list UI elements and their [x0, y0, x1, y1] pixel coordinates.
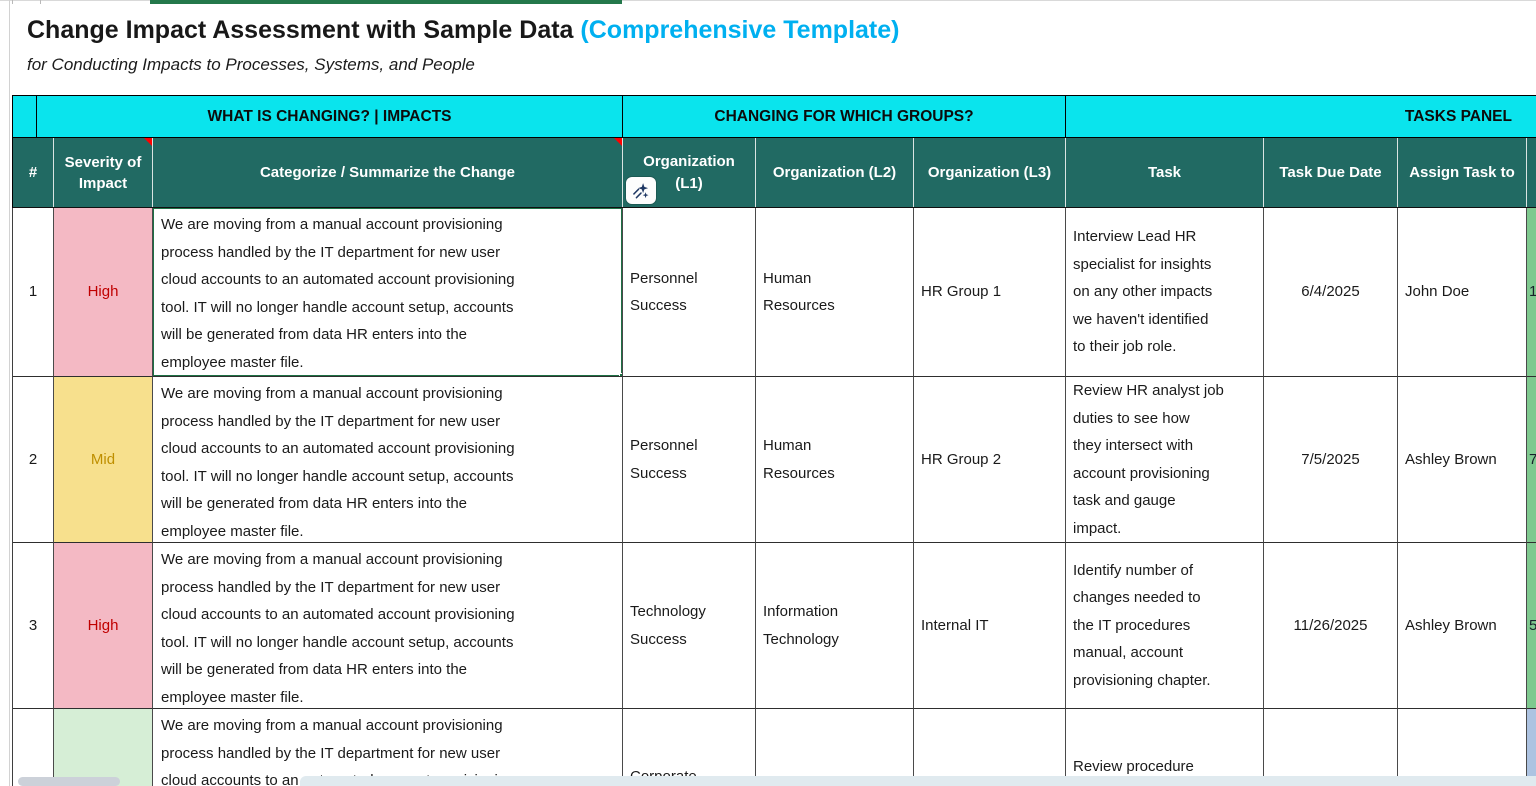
cell-due-date[interactable]: 11/26/2025 [1264, 543, 1398, 709]
table-row: 2 Mid We are moving from a manual accoun… [12, 377, 1536, 543]
col-header-severity-label: Severity of Impact [64, 153, 142, 192]
cell-task[interactable]: Review HR analyst job duties to see how … [1066, 377, 1264, 543]
cell-org-l1[interactable]: Personnel Success [623, 377, 756, 543]
band-cell-impacts[interactable]: WHAT IS CHANGING? | IMPACTS [37, 96, 623, 137]
cell-org-l2[interactable]: Human Resources [756, 208, 914, 377]
cell-due-date[interactable] [1264, 709, 1398, 786]
top-selection-edge [150, 0, 622, 4]
cell-task[interactable]: Identify number of changes needed to the… [1066, 543, 1264, 709]
cell-change-text: We are moving from a manual account prov… [161, 216, 515, 371]
cell-due-date[interactable]: 6/4/2025 [1264, 208, 1398, 377]
cell-due-date[interactable]: 7/5/2025 [1264, 377, 1398, 543]
band-cell-num[interactable] [13, 96, 37, 137]
sparkle-button[interactable] [626, 177, 656, 204]
table-row: We are moving from a manual account prov… [12, 709, 1536, 786]
band-row: WHAT IS CHANGING? | IMPACTS CHANGING FOR… [12, 95, 1536, 138]
col-header-assign[interactable]: Assign Task to [1398, 138, 1527, 207]
cell-org-l2[interactable] [756, 709, 914, 786]
cell-task[interactable]: Interview Lead HR specialist for insight… [1066, 208, 1264, 377]
cell-assign-to[interactable]: John Doe [1398, 208, 1527, 377]
band-cell-groups[interactable]: CHANGING FOR WHICH GROUPS? [623, 96, 1066, 137]
cell-task[interactable]: Review procedure [1066, 709, 1264, 786]
column-header-row: # Severity of Impact Categorize / Summar… [12, 138, 1536, 208]
col-header-severity[interactable]: Severity of Impact [54, 138, 153, 207]
cell-assign-to[interactable] [1398, 709, 1527, 786]
page-subtitle: for Conducting Impacts to Processes, Sys… [27, 55, 475, 74]
col-header-org-l1-line1: Organization [643, 153, 735, 170]
cell-severity[interactable]: Mid [54, 377, 153, 543]
band-cell-tasks-panel[interactable]: TASKS PANEL [1066, 96, 1536, 137]
cell-score[interactable]: 5 [1527, 543, 1536, 709]
cell-score[interactable] [1527, 709, 1536, 786]
scrollbar-thumb[interactable] [18, 777, 120, 786]
cell-org-l3[interactable]: Internal IT [914, 543, 1066, 709]
cell-change-summary[interactable]: We are moving from a manual account prov… [153, 709, 623, 786]
cell-org-l1[interactable]: Personnel Success [623, 208, 756, 377]
table-row: 3 High We are moving from a manual accou… [12, 543, 1536, 709]
left-margin-gridline [9, 0, 10, 786]
col-header-org-l1-line2: (L1) [675, 175, 703, 192]
top-gridline [0, 0, 1536, 1]
page-title-accent: (Comprehensive Template) [580, 16, 900, 44]
col-header-partial[interactable] [1527, 138, 1536, 207]
comment-indicator-icon [614, 138, 622, 146]
cell-change-summary[interactable]: We are moving from a manual account prov… [153, 543, 623, 709]
sparkle-icon [633, 182, 649, 198]
assessment-table: WHAT IS CHANGING? | IMPACTS CHANGING FOR… [12, 95, 1536, 786]
cell-assign-to[interactable]: Ashley Brown [1398, 543, 1527, 709]
cell-org-l3[interactable]: HR Group 1 [914, 208, 1066, 377]
col-header-change[interactable]: Categorize / Summarize the Change [153, 138, 623, 207]
cell-org-l3[interactable] [914, 709, 1066, 786]
cell-score[interactable]: 7 [1527, 377, 1536, 543]
scrollbar-track[interactable] [300, 776, 1536, 786]
cell-org-l2[interactable]: Information Technology [756, 543, 914, 709]
cell-row-number[interactable]: 2 [13, 377, 54, 543]
cell-org-l1[interactable]: Corporate [623, 709, 756, 786]
col-header-org-l2[interactable]: Organization (L2) [756, 138, 914, 207]
cell-org-l3[interactable]: HR Group 2 [914, 377, 1066, 543]
top-grid-tick [12, 0, 13, 4]
cell-severity[interactable] [54, 709, 153, 786]
cell-severity[interactable]: High [54, 543, 153, 709]
col-header-num[interactable]: # [13, 138, 54, 207]
col-header-org-l3[interactable]: Organization (L3) [914, 138, 1066, 207]
cell-org-l1[interactable]: Technology Success [623, 543, 756, 709]
cell-row-number[interactable]: 3 [13, 543, 54, 709]
cell-severity[interactable]: High [54, 208, 153, 377]
col-header-task[interactable]: Task [1066, 138, 1264, 207]
cell-org-l2[interactable]: Human Resources [756, 377, 914, 543]
page-title-main: Change Impact Assessment with Sample Dat… [27, 16, 574, 44]
col-header-org-l1[interactable]: Organization (L1) [623, 138, 756, 207]
cell-score[interactable]: 1 [1527, 208, 1536, 377]
table-row: 1 High We are moving from a manual accou… [12, 208, 1536, 377]
cell-row-number[interactable] [13, 709, 54, 786]
col-header-due-date[interactable]: Task Due Date [1264, 138, 1398, 207]
col-header-change-label: Categorize / Summarize the Change [259, 164, 516, 181]
cell-row-number[interactable]: 1 [13, 208, 54, 377]
cell-assign-to[interactable]: Ashley Brown [1398, 377, 1527, 543]
cell-change-summary[interactable]: We are moving from a manual account prov… [153, 377, 623, 543]
page-title: Change Impact Assessment with Sample Dat… [27, 16, 899, 45]
comment-indicator-icon [144, 138, 152, 146]
cell-change-summary[interactable]: We are moving from a manual account prov… [153, 208, 623, 377]
top-grid-tick [40, 0, 41, 4]
fill-handle[interactable] [619, 373, 622, 376]
